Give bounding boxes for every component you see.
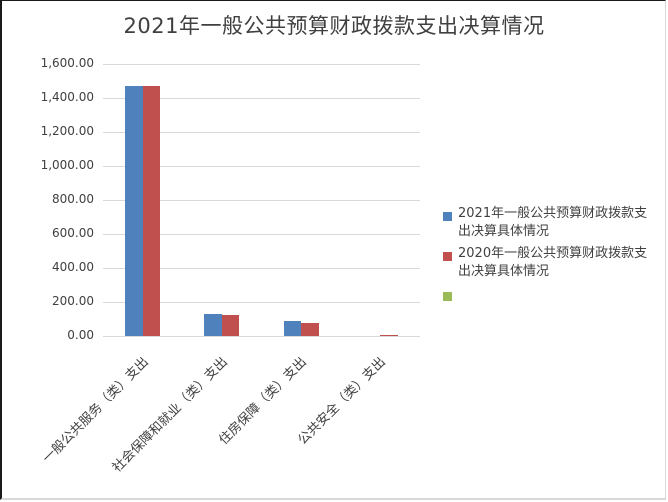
legend-item-2021[interactable]: 2021年一般公共预算财政拨款支出决算具体情况 bbox=[440, 205, 660, 241]
chart-legend: 2021年一般公共预算财政拨款支出决算具体情况 2020年一般公共预算财政拨款支… bbox=[440, 205, 660, 307]
bar-2021[interactable] bbox=[283, 321, 302, 336]
bar-2020[interactable] bbox=[221, 314, 240, 336]
bar-2021[interactable] bbox=[125, 86, 143, 336]
y-tick-label: 200.00 bbox=[52, 294, 94, 308]
legend-label-2020: 2020年一般公共预算财政拨款支出决算具体情况 bbox=[458, 246, 648, 279]
y-tick-label: 1,600.00 bbox=[40, 56, 94, 70]
y-tick-label: 1,000.00 bbox=[40, 158, 94, 172]
y-tick-label: 1,200.00 bbox=[40, 124, 94, 138]
gridline bbox=[103, 64, 420, 65]
gridline bbox=[103, 234, 420, 235]
gridline bbox=[103, 132, 420, 133]
legend-swatch-2021 bbox=[443, 212, 452, 221]
legend-swatch-series3 bbox=[443, 292, 452, 301]
gridline bbox=[103, 200, 420, 201]
legend-swatch-2020 bbox=[443, 252, 452, 261]
legend-item-series3[interactable] bbox=[440, 285, 660, 303]
gridline bbox=[103, 268, 420, 269]
bar-2021[interactable] bbox=[204, 313, 222, 336]
y-tick-label: 800.00 bbox=[52, 192, 94, 206]
y-tick-label: 600.00 bbox=[52, 226, 94, 240]
legend-label-2021: 2021年一般公共预算财政拨款支出决算具体情况 bbox=[458, 206, 648, 239]
gridline bbox=[103, 166, 420, 167]
y-tick-label: 1,400.00 bbox=[40, 90, 94, 104]
gridline bbox=[103, 302, 420, 303]
gridline bbox=[103, 336, 420, 337]
bar-2020[interactable] bbox=[142, 86, 161, 336]
legend-item-2020[interactable]: 2020年一般公共预算财政拨款支出决算具体情况 bbox=[440, 245, 660, 281]
bar-2020[interactable] bbox=[301, 323, 319, 336]
gridline bbox=[103, 98, 420, 99]
y-tick-label: 400.00 bbox=[52, 260, 94, 274]
chart-title: 2021年一般公共预算财政拨款支出决算情况 bbox=[123, 14, 545, 38]
bar-2020[interactable] bbox=[380, 334, 398, 336]
y-tick-label: 0.00 bbox=[67, 328, 94, 342]
